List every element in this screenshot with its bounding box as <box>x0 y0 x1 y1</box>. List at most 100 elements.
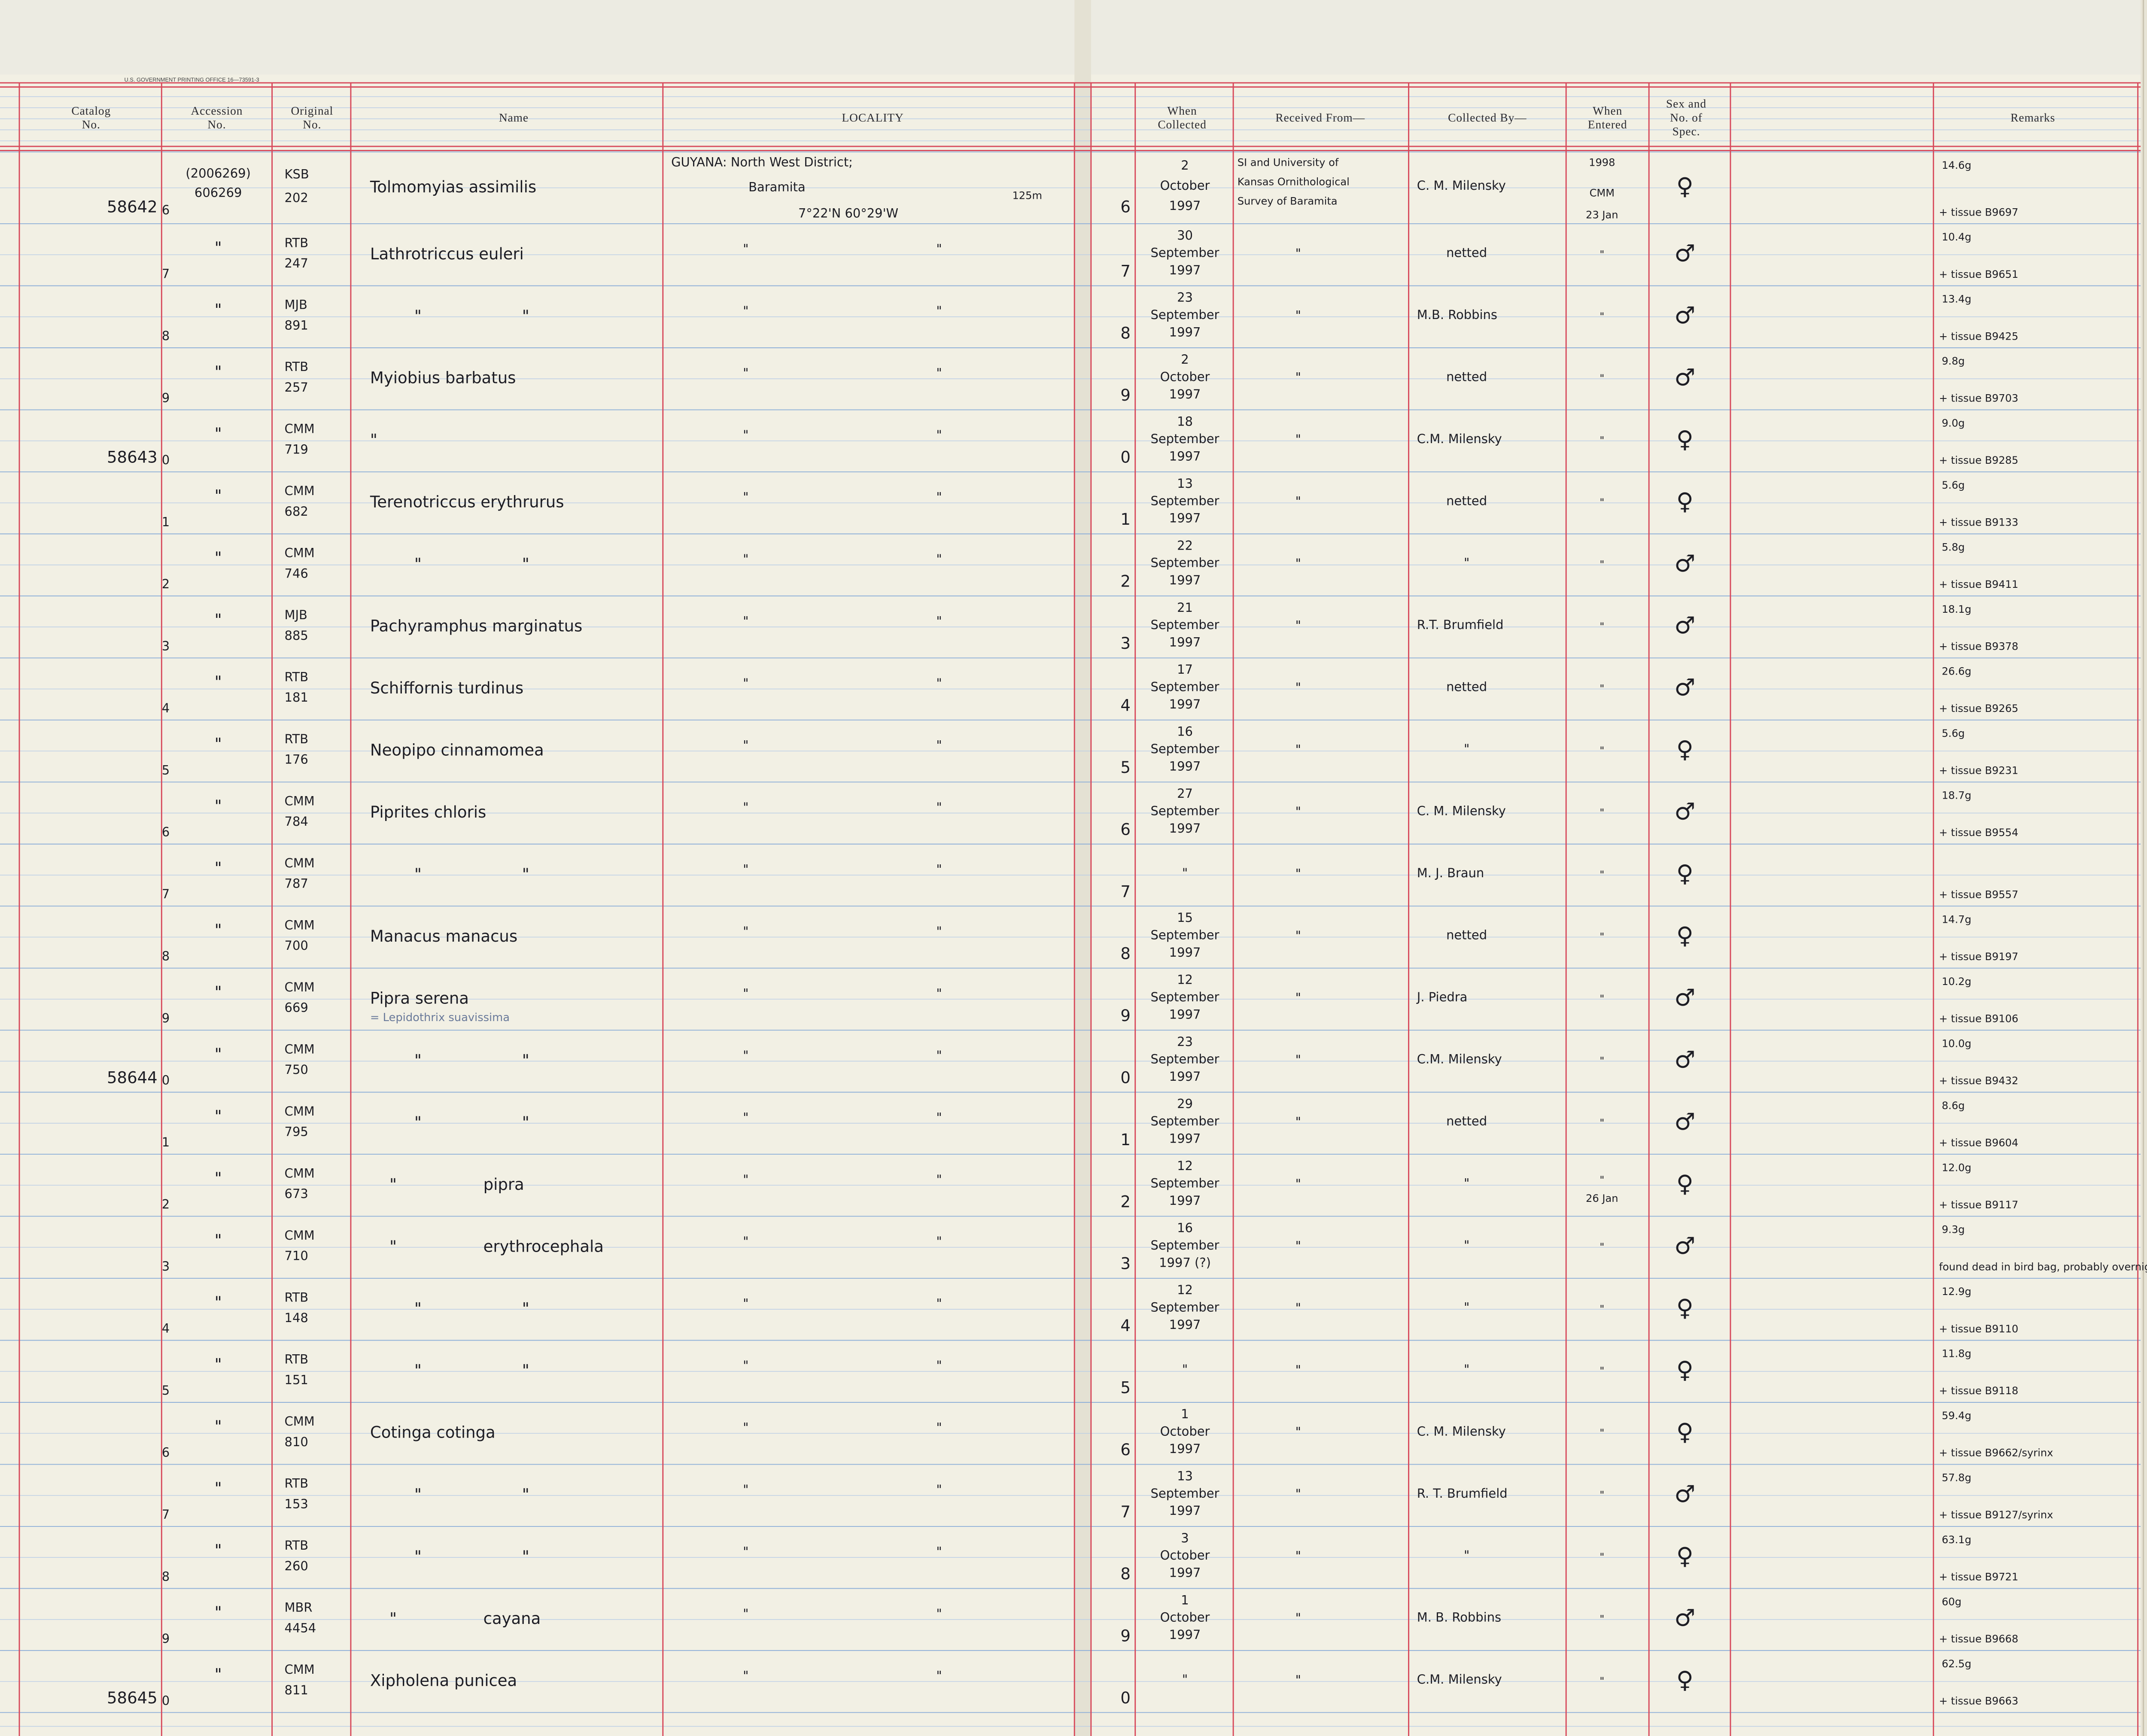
species-name: Pipra serena <box>370 989 469 1007</box>
received-from: " <box>1295 1425 1301 1439</box>
accession-number: " <box>215 1045 222 1063</box>
collected-by: " <box>1464 1238 1469 1253</box>
sex-symbol: ♀ <box>1676 1294 1694 1321</box>
date-collected: September <box>1151 1486 1219 1501</box>
accession-number: " <box>215 301 222 319</box>
column-header: Spec. <box>1673 125 1700 138</box>
species-name: " <box>389 1609 397 1628</box>
locality: " <box>936 1420 942 1435</box>
date-collected: September <box>1151 990 1219 1004</box>
catalog-digit: 8 <box>162 1569 170 1584</box>
column-header: Name <box>499 111 529 124</box>
locality: " <box>936 428 942 442</box>
original-number: 787 <box>285 876 308 891</box>
species-name: Manacus manacus <box>370 927 517 946</box>
accession-number: " <box>215 983 222 1001</box>
locality: " <box>936 366 942 380</box>
sex-symbol: ♂ <box>1674 674 1695 701</box>
original-number: CMM <box>285 794 315 809</box>
locality: " <box>936 738 942 752</box>
catalog-digit: 7 <box>162 1507 170 1522</box>
original-number: 148 <box>285 1310 308 1325</box>
accession-number: " <box>215 1107 222 1125</box>
date-collected: 3 <box>1181 1531 1189 1545</box>
original-number: 257 <box>285 380 308 395</box>
collected-by: C.M. Milensky <box>1417 1052 1502 1067</box>
locality: " <box>743 1296 748 1311</box>
catalog-digit: 6 <box>162 203 170 217</box>
species-name: " <box>522 865 529 883</box>
species-name: Schiffornis turdinus <box>370 679 523 697</box>
date-collected: 1997 <box>1169 1007 1201 1022</box>
accession-number: " <box>215 1169 222 1187</box>
weight: 11.8g <box>1942 1348 1971 1360</box>
weight: 18.1g <box>1942 603 1971 615</box>
locality: " <box>743 862 748 876</box>
sex-symbol: ♀ <box>1676 487 1694 515</box>
when-entered: 26 Jan <box>1586 1192 1618 1204</box>
when-entered: " <box>1600 496 1604 508</box>
date-collected: 21 <box>1177 600 1193 615</box>
species-name: " <box>522 555 529 573</box>
weight: 62.5g <box>1942 1658 1971 1670</box>
species-name: Neopipo cinnamomea <box>370 741 544 760</box>
catalog-digit: 9 <box>162 1011 170 1025</box>
tissue-remark: + tissue B9265 <box>1939 702 2019 714</box>
catalog-digit: 7 <box>162 267 170 281</box>
collected-by: C.M. Milensky <box>1417 432 1502 446</box>
received-from: " <box>1295 494 1301 509</box>
received-from: SI and University of <box>1238 157 1339 169</box>
weight: 57.8g <box>1942 1472 1971 1484</box>
catalog-digit: 0 <box>162 453 170 467</box>
date-collected: 2 <box>1181 158 1189 173</box>
received-from: " <box>1295 1114 1301 1129</box>
accession-number: " <box>215 1355 222 1374</box>
locality: " <box>743 1234 748 1249</box>
tissue-remark: + tissue B9721 <box>1939 1571 2019 1583</box>
date-collected: 1997 (?) <box>1159 1255 1211 1270</box>
received-from: " <box>1295 308 1301 322</box>
tissue-remark: + tissue B9554 <box>1939 827 2019 839</box>
collected-by: netted <box>1446 245 1487 260</box>
when-entered: " <box>1600 930 1604 942</box>
date-collected: October <box>1160 178 1210 193</box>
received-from: " <box>1295 1177 1301 1191</box>
date-collected: 12 <box>1177 1158 1193 1173</box>
weight: 5.8g <box>1942 541 1965 553</box>
date-collected: 1997 <box>1169 759 1201 774</box>
date-collected: 1997 <box>1169 1503 1201 1518</box>
tissue-remark: + tissue B9231 <box>1939 765 2019 777</box>
tissue-remark: + tissue B9651 <box>1939 268 2019 280</box>
date-collected: September <box>1151 742 1219 756</box>
original-number: 682 <box>285 504 308 519</box>
received-from: Kansas Ornithological <box>1238 176 1350 188</box>
species-name: " <box>522 1051 529 1070</box>
received-from: " <box>1295 432 1301 447</box>
weight: 10.2g <box>1942 976 1971 988</box>
date-collected: 18 <box>1177 414 1193 429</box>
when-entered: " <box>1600 869 1604 881</box>
original-number: KSB <box>285 167 309 181</box>
species-name: Pachyramphus marginatus <box>370 617 582 635</box>
species-name: erythrocephala <box>484 1237 604 1256</box>
species-name: " <box>414 1299 422 1318</box>
collected-by: R.T. Brumfield <box>1417 617 1504 632</box>
entry-digit: 4 <box>1120 696 1131 715</box>
tissue-remark: + tissue B9118 <box>1939 1385 2019 1397</box>
locality: 7°22'N 60°29'W <box>798 206 898 221</box>
collected-by: " <box>1464 1300 1469 1314</box>
original-number: CMM <box>285 546 315 560</box>
column-header: Sex and <box>1666 97 1706 110</box>
entry-digit: 7 <box>1120 262 1131 280</box>
top-edge <box>0 0 2147 75</box>
locality: " <box>936 1172 942 1187</box>
date-collected: September <box>1151 804 1219 818</box>
entry-digit: 1 <box>1120 1131 1131 1149</box>
date-collected: " <box>1182 1672 1188 1687</box>
date-collected: September <box>1151 1176 1219 1190</box>
date-collected: September <box>1151 307 1219 322</box>
date-collected: 13 <box>1177 476 1193 491</box>
date-collected: 22 <box>1177 538 1193 553</box>
date-collected: 1 <box>1181 1593 1189 1607</box>
